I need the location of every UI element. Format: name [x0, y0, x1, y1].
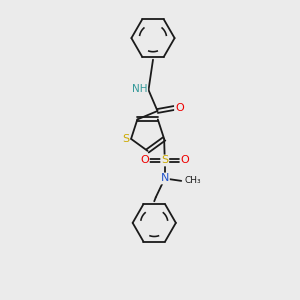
Text: O: O — [175, 103, 184, 113]
Text: O: O — [140, 155, 149, 166]
Text: N: N — [160, 173, 169, 184]
Text: CH₃: CH₃ — [185, 176, 202, 185]
Text: S: S — [122, 134, 129, 144]
Text: S: S — [161, 155, 168, 166]
Text: NH: NH — [132, 84, 147, 94]
Text: O: O — [181, 155, 190, 166]
